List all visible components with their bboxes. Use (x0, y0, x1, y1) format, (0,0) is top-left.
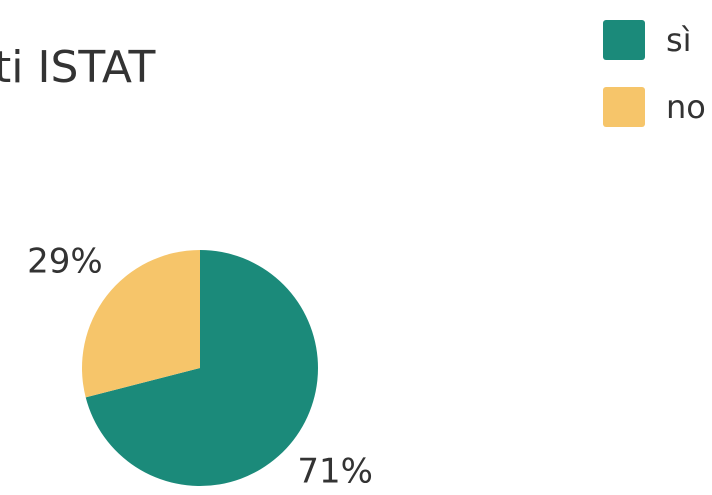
pie-slice (85, 250, 318, 487)
legend-swatch (603, 20, 645, 60)
chart-title: ti ISTAT (0, 42, 156, 93)
legend-label: sì (666, 21, 692, 59)
slice-label: 71% (297, 451, 373, 491)
slice-label: 29% (27, 242, 103, 282)
legend-label: no (666, 88, 706, 126)
legend-swatch (603, 87, 645, 127)
pie-slice (82, 250, 200, 398)
